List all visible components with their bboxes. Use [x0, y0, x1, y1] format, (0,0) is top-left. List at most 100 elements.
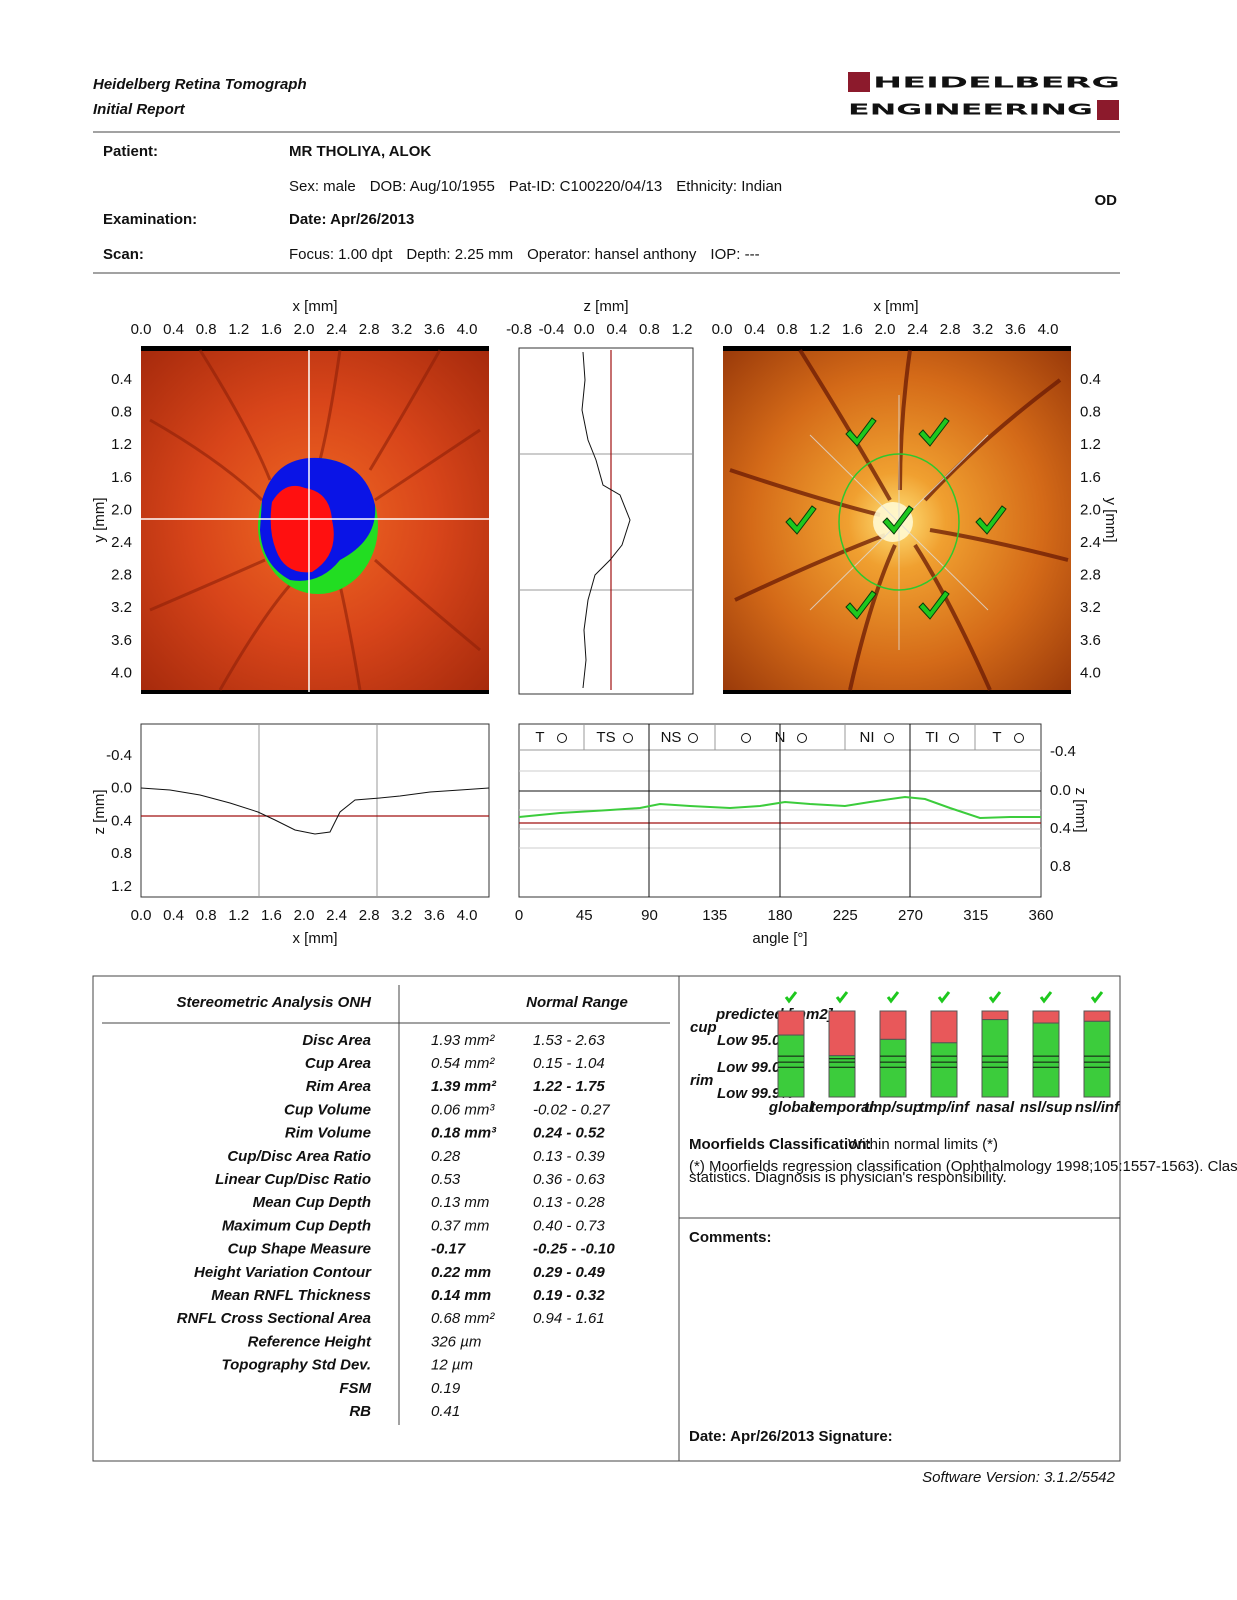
row-name: FSM: [339, 1380, 371, 1397]
row-value: 0.28: [431, 1148, 461, 1165]
patient-details-item: DOB: Aug/10/1955: [370, 178, 495, 195]
row-value: 0.18 mm³: [431, 1125, 497, 1142]
sector-icon: [623, 733, 633, 743]
eye-label: OD: [1095, 192, 1118, 209]
x-tick-label: 2.8: [359, 321, 380, 338]
x-tick-label: 360: [1028, 907, 1053, 924]
row-value: 1.39 mm²: [431, 1078, 497, 1095]
cup-bar: [828, 1010, 856, 1057]
software-version: Software Version: 3.1.2/5542: [922, 1469, 1116, 1486]
row-name: Linear Cup/Disc Ratio: [215, 1171, 371, 1188]
moorfields-label: Low 99.9%: [717, 1085, 794, 1102]
x-tick-label: 0.0: [131, 321, 152, 338]
x-tick-label: 2.8: [359, 907, 380, 924]
row-range: 0.36 - 0.63: [533, 1171, 605, 1188]
vertical-profile: [518, 347, 694, 695]
report-subtitle: Initial Report: [93, 101, 186, 118]
footnote: (*) Moorfields regression classification…: [689, 1158, 1237, 1175]
sector-label: T: [535, 729, 544, 746]
row-range: 0.13 - 0.28: [533, 1194, 605, 1211]
bar-label: temporal: [810, 1099, 874, 1116]
row-name: Cup Volume: [284, 1101, 371, 1118]
y-tick-label: 0.4: [111, 812, 132, 829]
sector-icon: [1014, 733, 1024, 743]
y-tick-label: 2.0: [111, 501, 132, 518]
bar-label: nsl/sup: [1020, 1099, 1073, 1116]
logo-text: ENGINEERING: [848, 101, 1093, 119]
x-tick-label: 0.4: [163, 321, 184, 338]
row-range: 0.13 - 0.39: [533, 1148, 605, 1165]
y-tick-label: 1.6: [1080, 469, 1101, 486]
x-tick-label: 1.6: [261, 907, 282, 924]
sector-icon: [797, 733, 807, 743]
y-tick-label: 2.0: [1080, 501, 1101, 518]
row-range: 1.22 - 1.75: [533, 1078, 605, 1095]
check-icon: [1090, 991, 1104, 1004]
x-tick-label: -0.4: [539, 321, 565, 338]
y-tick-label: 3.2: [111, 599, 132, 616]
sector-label: NI: [860, 729, 875, 746]
contour-profile: [518, 723, 1042, 898]
row-name: RB: [349, 1403, 371, 1420]
x-tick-label: 3.6: [424, 321, 445, 338]
axis-label: y [mm]: [1102, 498, 1119, 543]
row-range: 1.53 - 2.63: [533, 1032, 605, 1049]
bar-label: nasal: [976, 1099, 1015, 1116]
table-header: Normal Range: [526, 994, 628, 1011]
row-value: -0.17: [431, 1241, 466, 1258]
x-tick-label: 1.6: [842, 321, 863, 338]
x-tick-label: 4.0: [457, 321, 478, 338]
y-tick-label: 0.8: [1050, 858, 1071, 875]
bar-label: tmp/sup: [864, 1099, 922, 1116]
x-tick-label: 2.0: [875, 321, 896, 338]
scan-details-item: IOP: ---: [710, 246, 759, 263]
horizontal-profile: [140, 723, 490, 898]
row-range: 0.29 - 0.49: [533, 1264, 605, 1281]
row-range: 0.40 - 0.73: [533, 1217, 605, 1234]
y-tick-label: 2.4: [1080, 534, 1101, 551]
x-tick-label: 1.2: [228, 321, 249, 338]
y-tick-label: 0.4: [1050, 820, 1071, 837]
x-tick-label: 0: [515, 907, 523, 924]
y-tick-label: 4.0: [1080, 664, 1101, 681]
field-label: Examination:: [103, 211, 197, 228]
classification-label: Moorfields Classification:: [689, 1136, 872, 1153]
y-tick-label: 0.0: [1050, 782, 1071, 799]
x-tick-label: 3.2: [391, 907, 412, 924]
classification: Within normal limits (*): [848, 1136, 998, 1153]
patient-name: MR THOLIYA, ALOK: [289, 143, 431, 160]
y-tick-label: 0.4: [1080, 371, 1101, 388]
reflectance-image: [723, 346, 1071, 694]
x-tick-label: 2.8: [940, 321, 961, 338]
x-tick-label: 1.2: [228, 907, 249, 924]
x-tick-label: 135: [702, 907, 727, 924]
x-tick-label: 0.0: [131, 907, 152, 924]
x-tick-label: 0.8: [196, 321, 217, 338]
x-tick-label: 2.0: [294, 321, 315, 338]
x-tick-label: 0.0: [712, 321, 733, 338]
y-tick-label: 1.2: [111, 878, 132, 895]
axis-label: x [mm]: [874, 298, 919, 315]
logo-square: [1097, 100, 1119, 120]
patient-details: Sex: male DOB: Aug/10/1955 Pat-ID: C100220…: [289, 178, 782, 195]
row-value: 12 µm: [431, 1357, 473, 1374]
y-tick-label: 1.2: [1080, 436, 1101, 453]
row-name: Height Variation Contour: [194, 1264, 372, 1281]
x-tick-label: 225: [833, 907, 858, 924]
row-value: 0.37 mm: [431, 1217, 489, 1234]
x-tick-label: 2.4: [326, 321, 347, 338]
patient-details-item: Ethnicity: Indian: [676, 178, 782, 195]
x-tick-label: 2.4: [326, 907, 347, 924]
rim-bar: [930, 1042, 958, 1098]
y-tick-label: 3.6: [1080, 632, 1101, 649]
check-icon: [886, 991, 900, 1004]
axis-label: y [mm]: [91, 498, 108, 543]
sector-label: N: [775, 729, 786, 746]
row-range: -0.25 - -0.10: [533, 1241, 615, 1258]
sector-label: TS: [596, 729, 615, 746]
comments-label: Comments:: [689, 1229, 772, 1246]
bar-label: tmp/inf: [919, 1099, 971, 1116]
axis-label: z [mm]: [1072, 788, 1089, 833]
row-name: Cup/Disc Area Ratio: [227, 1148, 371, 1165]
